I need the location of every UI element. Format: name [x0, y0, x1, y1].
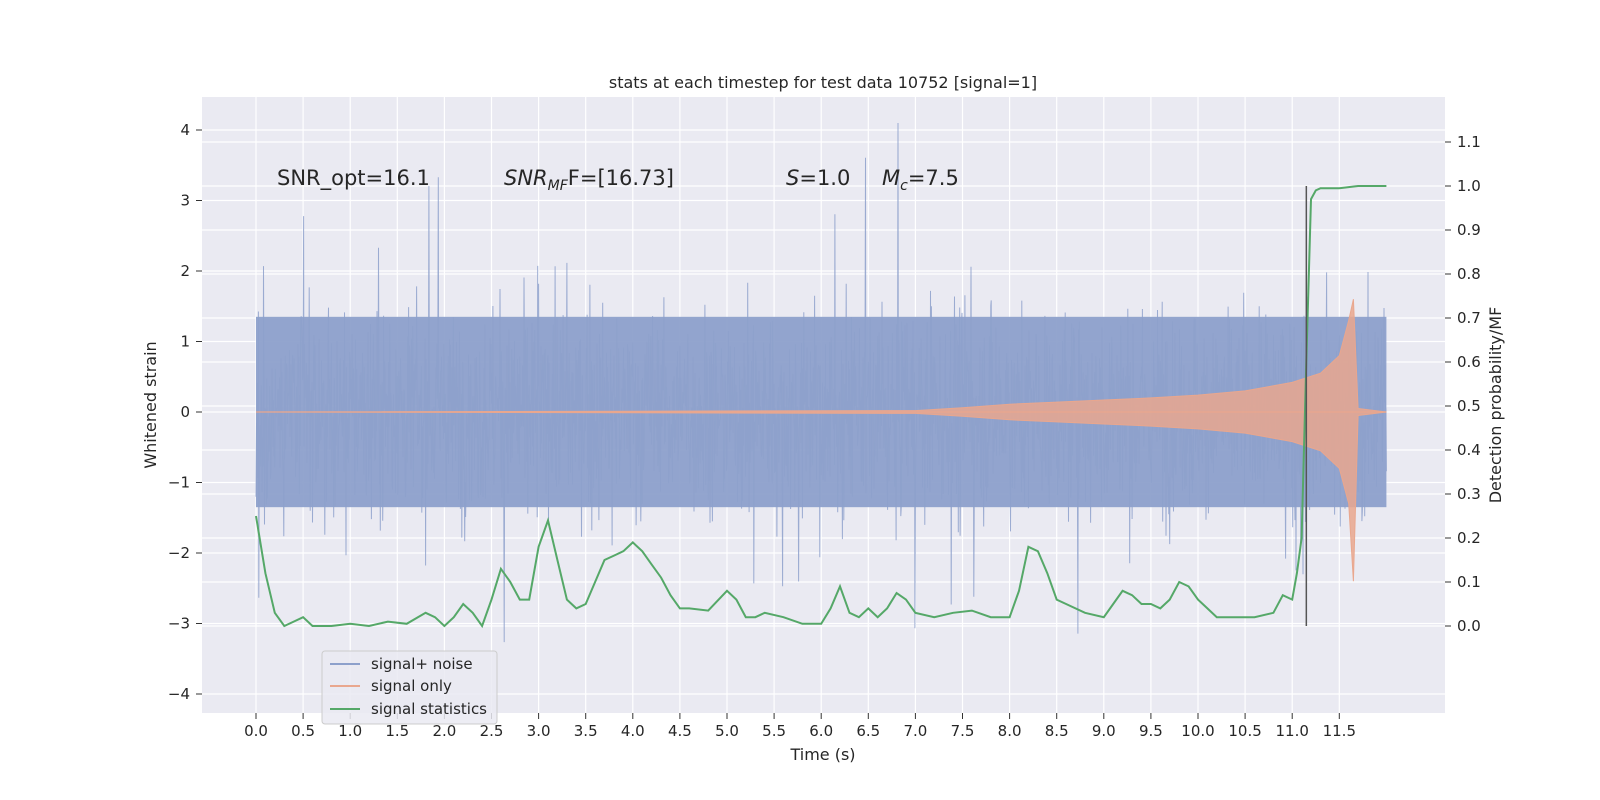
y-tick-label: 3 — [180, 192, 190, 210]
mc-sub: c — [900, 178, 908, 194]
x-tick-label: 4.5 — [668, 722, 692, 740]
x-axis-ticks: 0.0 0.5 1.0 1.5 2.0 2.5 3.0 3.5 4.0 4.5 5.0 5.5 6.0 6… — [244, 713, 1356, 740]
snr-mf-rest: F=[16.73] — [568, 166, 674, 190]
y-right-tick-label: 0.5 — [1457, 397, 1481, 415]
x-axis-label: Time (s) — [789, 745, 855, 764]
y-right-tick-label: 0.9 — [1457, 221, 1481, 239]
y-tick-label: −2 — [168, 544, 190, 562]
y-tick-label: 1 — [180, 333, 190, 351]
y-tick-label: −1 — [168, 474, 190, 492]
y-right-tick-label: 0.2 — [1457, 529, 1481, 547]
snr-mf-sub: MF — [548, 178, 569, 194]
x-tick-label: 10.5 — [1228, 722, 1261, 740]
x-tick-label: 10.0 — [1181, 722, 1214, 740]
y-tick-label: 0 — [180, 403, 190, 421]
snr-mf-base: SNR — [504, 166, 548, 190]
x-tick-label: 7.5 — [951, 722, 975, 740]
y-axis-right-label: Detection probability/MF — [1486, 307, 1505, 504]
legend-label-noise: signal+ noise — [371, 655, 473, 673]
x-tick-label: 8.0 — [998, 722, 1022, 740]
y-right-tick-label: 1.1 — [1457, 133, 1481, 151]
y-axis-ticks: 4 3 2 1 0 −1 −2 −3 −4 — [168, 121, 202, 703]
annotation-snr-opt: SNR_opt=16.1 — [277, 166, 430, 191]
y-tick-label: 2 — [180, 262, 190, 280]
y-axis-right-ticks: 1.1 1.0 0.9 0.8 0.7 0.6 0.5 0.4 0.3 0.2 0.1 0.0 — [1445, 133, 1481, 635]
x-tick-label: 6.5 — [856, 722, 880, 740]
y-right-tick-label: 0.0 — [1457, 617, 1481, 635]
x-tick-label: 5.5 — [762, 722, 786, 740]
mc-var: M — [882, 166, 900, 190]
signal-statistics-series — [255, 185, 1387, 629]
legend: signal+ noise signal only signal statist… — [321, 650, 498, 725]
x-tick-label: 11.0 — [1275, 722, 1308, 740]
y-tick-label: −4 — [168, 685, 190, 703]
s-var: S — [786, 166, 799, 190]
x-tick-label: 0.0 — [244, 722, 268, 740]
mc-rest: =7.5 — [908, 166, 959, 190]
s-rest: =1.0 — [799, 166, 850, 190]
y-tick-label: 4 — [180, 121, 190, 139]
x-tick-label: 7.0 — [903, 722, 927, 740]
x-tick-label: 9.0 — [1092, 722, 1116, 740]
y-right-tick-label: 0.6 — [1457, 353, 1481, 371]
x-tick-label: 2.0 — [432, 722, 456, 740]
x-tick-label: 5.0 — [715, 722, 739, 740]
x-tick-label: 3.0 — [527, 722, 551, 740]
x-tick-label: 9.5 — [1139, 722, 1163, 740]
x-tick-label: 4.0 — [621, 722, 645, 740]
x-tick-label: 1.0 — [338, 722, 362, 740]
signal-only-series — [255, 299, 1387, 582]
annotation-snr-mf: SNRMFF=[16.73] — [504, 166, 674, 194]
x-tick-label: 6.0 — [809, 722, 833, 740]
y-right-tick-label: 0.4 — [1457, 441, 1481, 459]
x-tick-label: 8.5 — [1045, 722, 1069, 740]
x-tick-label: 0.5 — [291, 722, 315, 740]
y-right-tick-label: 0.3 — [1457, 485, 1481, 503]
legend-box — [321, 650, 498, 725]
legend-label-stats: signal statistics — [371, 700, 487, 718]
x-tick-label: 2.5 — [480, 722, 504, 740]
legend-label-signal: signal only — [371, 677, 452, 695]
y-right-tick-label: 0.7 — [1457, 309, 1481, 327]
y-right-tick-label: 1.0 — [1457, 177, 1481, 195]
chart-title: stats at each timestep for test data 107… — [609, 73, 1037, 92]
y-right-tick-label: 0.8 — [1457, 265, 1481, 283]
x-tick-label: 1.5 — [385, 722, 409, 740]
y-axis-label: Whitened strain — [141, 341, 160, 468]
y-right-tick-label: 0.1 — [1457, 573, 1481, 591]
y-tick-label: −3 — [168, 615, 190, 633]
signal-statistics-line — [255, 185, 1387, 629]
annotation-mc: Mc=7.5 — [882, 166, 959, 194]
x-tick-label: 3.5 — [574, 722, 598, 740]
x-tick-label: 11.5 — [1323, 722, 1356, 740]
annotation-s: S=1.0 — [786, 166, 850, 190]
